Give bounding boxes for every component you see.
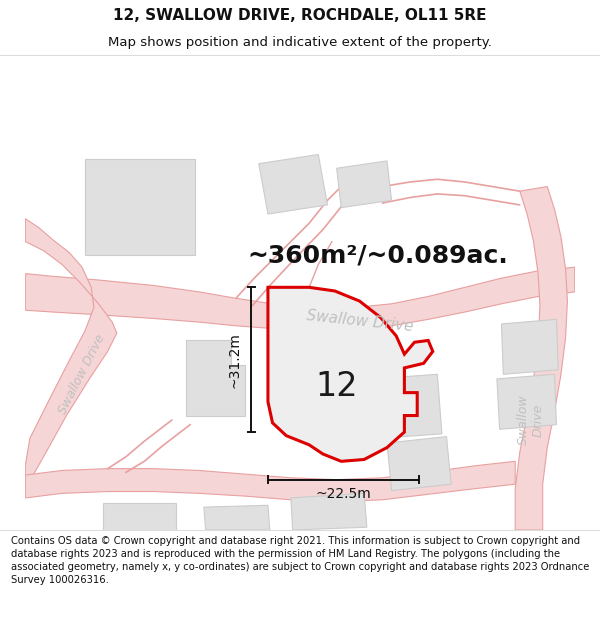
Polygon shape [337, 161, 392, 208]
Text: Contains OS data © Crown copyright and database right 2021. This information is : Contains OS data © Crown copyright and d… [11, 536, 589, 585]
Text: Map shows position and indicative extent of the property.: Map shows position and indicative extent… [108, 36, 492, 49]
Text: Swallow Drive: Swallow Drive [56, 332, 108, 416]
Text: Swallow
Drive: Swallow Drive [517, 395, 545, 446]
Text: ~22.5m: ~22.5m [316, 488, 371, 501]
Polygon shape [25, 219, 117, 489]
Polygon shape [268, 288, 433, 461]
Polygon shape [515, 187, 568, 530]
Polygon shape [85, 159, 194, 255]
Polygon shape [502, 319, 558, 374]
Polygon shape [185, 341, 245, 416]
Text: 12: 12 [316, 370, 358, 402]
Polygon shape [373, 374, 442, 438]
Polygon shape [259, 154, 328, 214]
Text: Swallow Drive: Swallow Drive [305, 308, 414, 334]
Polygon shape [387, 437, 451, 491]
Text: ~31.2m: ~31.2m [228, 332, 242, 388]
Polygon shape [497, 374, 556, 429]
Text: 12, SWALLOW DRIVE, ROCHDALE, OL11 5RE: 12, SWALLOW DRIVE, ROCHDALE, OL11 5RE [113, 8, 487, 23]
Text: ~360m²/~0.089ac.: ~360m²/~0.089ac. [247, 243, 508, 268]
Polygon shape [204, 505, 270, 530]
Polygon shape [103, 503, 176, 530]
Polygon shape [25, 267, 575, 331]
Polygon shape [291, 493, 367, 530]
Polygon shape [25, 461, 515, 502]
